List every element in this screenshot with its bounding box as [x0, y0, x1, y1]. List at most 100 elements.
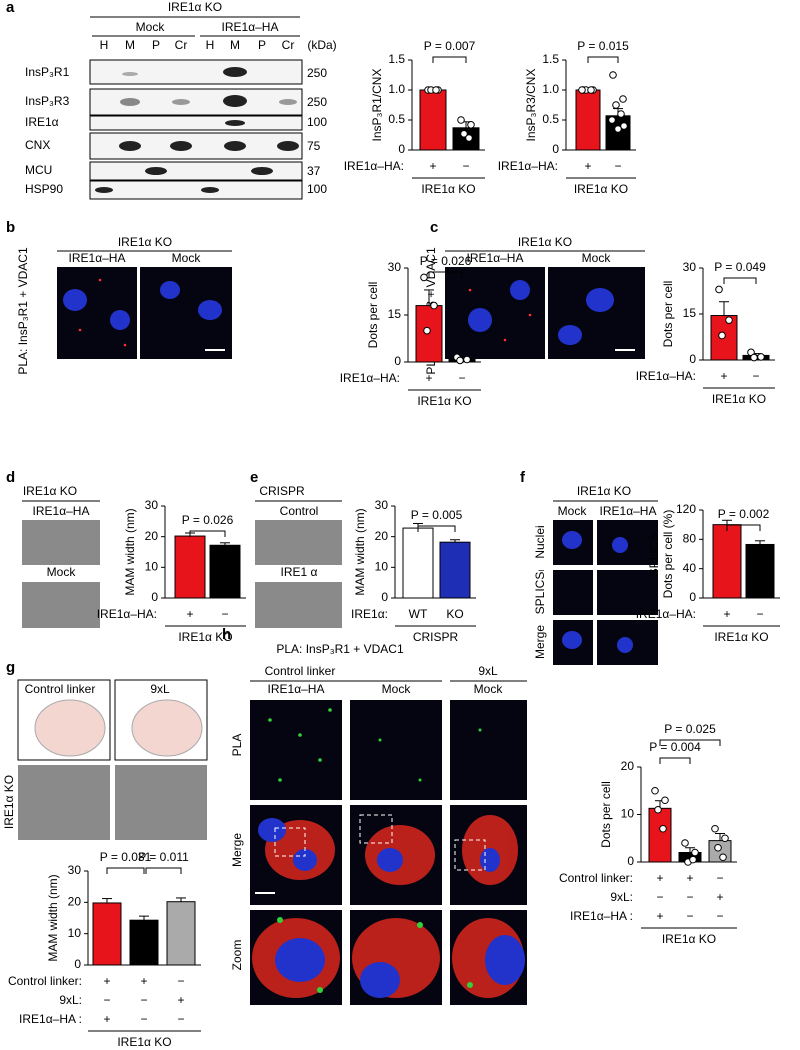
- kda-marker: 37: [307, 164, 321, 178]
- y-axis-label: MAM width (nm): [46, 874, 60, 961]
- image-row-label: Merge: [533, 625, 547, 659]
- bar: [166, 901, 196, 966]
- image-column-label: Mock: [582, 251, 612, 265]
- image-row-label: SPLICSₗ: [533, 570, 547, 615]
- data-point: [757, 353, 765, 361]
- image-row-label: IRE1 α: [281, 565, 318, 579]
- y-tick-label: 0: [689, 590, 696, 604]
- condition-label: IRE1α–HA:: [636, 607, 696, 621]
- group-label: IRE1α KO: [178, 630, 232, 644]
- condition-value: −: [103, 993, 110, 1007]
- condition-label: IRE1α–HA :: [570, 909, 633, 923]
- image-header: IRE1α KO: [23, 484, 77, 498]
- data-point: [432, 86, 440, 94]
- data-point: [430, 301, 438, 310]
- p-value: P = 0.031: [100, 850, 152, 864]
- condition-label: IRE1α–HA:: [344, 159, 404, 173]
- group-label: IRE1α KO: [662, 932, 716, 946]
- y-axis-label: InsP₃R3/CNX: [524, 69, 538, 142]
- condition-value: +: [686, 871, 693, 885]
- data-point: [725, 316, 733, 324]
- condition-label: IRE1α:: [351, 607, 388, 621]
- condition-value: +: [723, 607, 730, 621]
- significance-bracket: [659, 739, 721, 746]
- lane-label: P: [258, 38, 266, 52]
- y-tick-label: 0.5: [542, 112, 559, 126]
- y-tick-label: 15: [683, 306, 697, 320]
- image-row-label: PLA: [230, 734, 244, 757]
- group-label: IRE1α KO: [117, 1035, 171, 1049]
- blot-title: IRE1α KO: [168, 0, 222, 14]
- panel-letter: g: [6, 659, 15, 676]
- kda-marker: 100: [307, 115, 327, 129]
- y-tick-label: 30: [683, 260, 697, 274]
- em-image: [22, 520, 100, 565]
- schematic: [17, 679, 111, 761]
- lane-label: H: [100, 38, 109, 52]
- condition-label: IRE1α–HA:: [97, 607, 157, 621]
- y-tick-label: 30: [375, 498, 389, 512]
- image-group: Control linker: [265, 664, 336, 678]
- y-axis-label: Dots per cell: [599, 781, 613, 848]
- condition-value: +: [103, 1012, 110, 1026]
- condition-value: −: [221, 607, 228, 621]
- image-row-label: Control: [280, 504, 319, 518]
- panel-letter: f: [520, 469, 526, 486]
- y-tick-label: 15: [388, 307, 402, 321]
- image-group: 9xL: [478, 664, 498, 678]
- condition-value: −: [177, 974, 184, 988]
- image-side-label: IRE1α KO: [2, 775, 16, 829]
- condition-label: Control linker:: [559, 871, 633, 885]
- y-tick-label: 30: [145, 498, 159, 512]
- image-column-label: IRE1α–HA: [467, 251, 524, 265]
- data-point: [718, 331, 726, 340]
- kda-marker: 100: [307, 182, 327, 196]
- em-image: [255, 582, 342, 628]
- significance-bracket: [145, 867, 182, 874]
- group-label: IRE1α KO: [574, 182, 628, 196]
- em-image: [18, 765, 110, 840]
- kda-marker: 75: [307, 139, 321, 153]
- blot-row-label: HSP90: [25, 182, 63, 196]
- group-label: IRE1α KO: [712, 392, 766, 406]
- blot-group: Mock: [136, 20, 166, 34]
- y-tick-label: 10: [621, 807, 635, 821]
- y-tick-label: 20: [68, 895, 82, 909]
- significance-bracket: [189, 530, 226, 537]
- data-point: [691, 848, 699, 857]
- condition-value: +: [656, 909, 663, 923]
- bar: [402, 527, 434, 599]
- y-tick-label: 20: [145, 529, 159, 543]
- blot-row-label: InsP₃R3: [25, 94, 70, 108]
- group-label: CRISPR: [413, 630, 459, 644]
- y-tick-label: 10: [375, 560, 389, 574]
- y-axis-label: SPLICSₗ: [647, 532, 661, 577]
- condition-value: −: [752, 369, 759, 383]
- data-point: [619, 95, 627, 103]
- image-column-label: Mock: [382, 682, 412, 696]
- data-point: [750, 353, 758, 362]
- condition-value: −: [686, 909, 693, 923]
- condition-value: −: [756, 607, 763, 621]
- lane-label: Cr: [175, 38, 188, 52]
- data-point: [467, 121, 475, 129]
- condition-value: +: [716, 890, 723, 904]
- y-tick-label: 1.5: [542, 52, 559, 66]
- image-row-label: Merge: [230, 833, 244, 867]
- y-tick-label: 20: [375, 529, 389, 543]
- p-value: P = 0.025: [664, 722, 716, 736]
- blot-row-label: InsP₃R1: [25, 65, 70, 79]
- condition-value: WT: [409, 607, 428, 621]
- condition-value: −: [140, 993, 147, 1007]
- condition-value: +: [720, 369, 727, 383]
- condition-value: +: [103, 974, 110, 988]
- data-point: [423, 326, 431, 335]
- image-row-label: Mock: [47, 565, 77, 579]
- condition-value: +: [186, 607, 193, 621]
- image-header: IRE1α KO: [577, 484, 631, 498]
- bar: [129, 919, 159, 966]
- lane-label: Cr: [282, 38, 295, 52]
- p-value: P = 0.015: [577, 39, 629, 53]
- image-column-label: IRE1α–HA: [69, 251, 126, 265]
